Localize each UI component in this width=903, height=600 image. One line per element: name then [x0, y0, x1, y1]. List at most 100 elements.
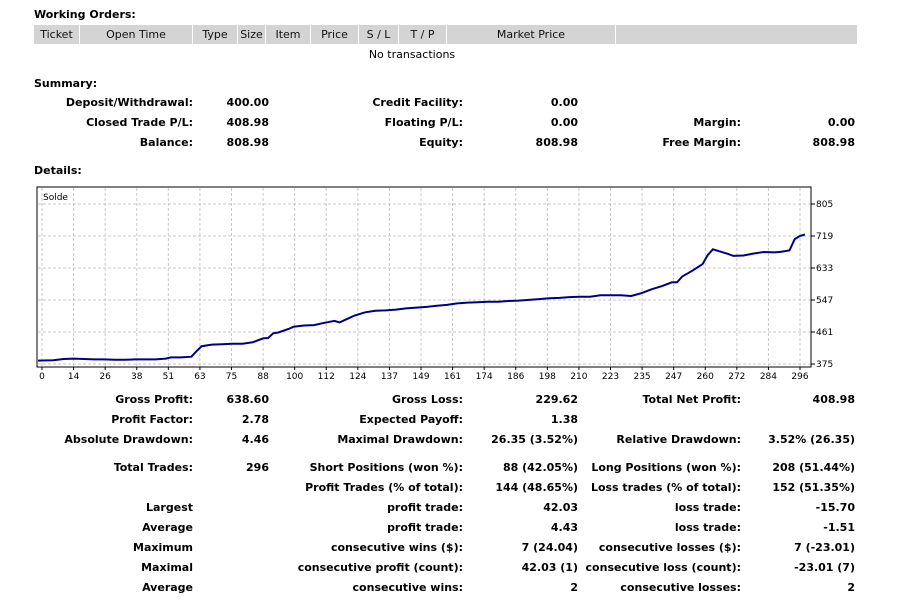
total-net-profit-value: 408.98: [812, 393, 855, 406]
margin-label: Margin:: [693, 116, 741, 129]
x-tick-label: 272: [728, 372, 745, 382]
largest-loss-value: -15.70: [815, 501, 855, 514]
gross-profit-label: Gross Profit:: [115, 393, 193, 406]
x-tick-label: 247: [665, 372, 682, 382]
maximal-consecutive-profit-value: 42.03 (1): [521, 561, 578, 574]
free-margin-label: Free Margin:: [662, 136, 741, 149]
max-consecutive-losses-value: 7 (-23.01): [794, 541, 855, 554]
credit-value: 0.00: [550, 96, 578, 109]
column-header: Item: [266, 25, 311, 44]
x-tick-label: 51: [163, 372, 174, 382]
profit-factor-label: Profit Factor:: [111, 413, 193, 426]
profit-trades-value: 144 (48.65%): [495, 481, 578, 494]
y-tick-label: 461: [816, 328, 833, 338]
x-tick-label: 161: [444, 372, 461, 382]
maximal-label: Maximal: [141, 561, 193, 574]
chart-grid: [38, 188, 810, 366]
column-header: Open Time: [80, 25, 193, 44]
x-tick-label: 0: [39, 372, 45, 382]
x-tick-label: 137: [381, 372, 398, 382]
deposit-label: Deposit/Withdrawal:: [65, 96, 193, 109]
gross-loss-value: 229.62: [535, 393, 578, 406]
maximal-consecutive-loss-value: -23.01 (7): [794, 561, 855, 574]
balance-chart: 805 719 633 547 461 375 0 14 26 38 51 63 75 88 100 112…: [36, 186, 833, 382]
equity-value: 808.98: [535, 136, 578, 149]
short-positions-value: 88 (42.05%): [502, 461, 578, 474]
x-tick-label: 14: [68, 372, 80, 382]
chart-plot-area: [36, 186, 812, 368]
closed-trade-label: Closed Trade P/L:: [86, 116, 193, 129]
largest-profit-label: profit trade:: [387, 501, 463, 514]
x-tick-label: 235: [633, 372, 650, 382]
x-tick-label: 100: [286, 372, 303, 382]
max-consecutive-losses-label: consecutive losses ($):: [598, 541, 741, 554]
column-header: Price: [311, 25, 359, 44]
credit-label: Credit Facility:: [372, 96, 463, 109]
avg-consecutive-wins-label: consecutive wins:: [352, 581, 463, 594]
equity-label: Equity:: [419, 136, 463, 149]
avg-consecutive-wins-value: 2: [570, 581, 578, 594]
max-consecutive-wins-value: 7 (24.04): [521, 541, 578, 554]
avg-consecutive-losses-value: 2: [847, 581, 855, 594]
x-tick-label: 26: [99, 372, 111, 382]
balance-line: [37, 233, 806, 362]
free-margin-value: 808.98: [812, 136, 855, 149]
deposit-value: 400.00: [226, 96, 269, 109]
chart-y-ticks: 805 719 633 547 461 375: [811, 200, 833, 370]
expected-payoff-label: Expected Payoff:: [359, 413, 463, 426]
column-header: Size: [238, 25, 266, 44]
x-tick-label: 210: [570, 372, 587, 382]
average-profit-value: 4.43: [550, 521, 578, 534]
summary-title: Summary:: [34, 77, 98, 90]
x-tick-label: 284: [760, 372, 777, 382]
y-tick-label: 805: [816, 200, 833, 210]
x-tick-label: 124: [349, 372, 366, 382]
column-header: T / P: [399, 25, 447, 44]
maximum-label: Maximum: [133, 541, 193, 554]
x-tick-label: 75: [226, 372, 237, 382]
no-transactions-text: No transactions: [368, 48, 456, 61]
x-tick-label: 198: [539, 372, 556, 382]
floating-value: 0.00: [550, 116, 578, 129]
largest-label: Largest: [146, 501, 193, 514]
x-tick-label: 112: [318, 372, 335, 382]
margin-value: 0.00: [827, 116, 855, 129]
column-header: [616, 25, 858, 44]
short-positions-label: Short Positions (won %):: [309, 461, 463, 474]
loss-trades-label: Loss trades (% of total):: [590, 481, 741, 494]
details-title: Details:: [34, 164, 82, 177]
average-loss-label: loss trade:: [674, 521, 741, 534]
absolute-drawdown-value: 4.46: [241, 433, 269, 446]
y-tick-label: 633: [816, 264, 833, 274]
x-tick-label: 296: [791, 372, 808, 382]
average-profit-label: profit trade:: [387, 521, 463, 534]
profit-trades-label: Profit Trades (% of total):: [305, 481, 463, 494]
total-net-profit-label: Total Net Profit:: [642, 393, 742, 406]
x-tick-label: 260: [697, 372, 714, 382]
total-trades-label: Total Trades:: [113, 461, 193, 474]
expected-payoff-value: 1.38: [550, 413, 578, 426]
maximal-consecutive-profit-label: consecutive profit (count):: [297, 561, 463, 574]
y-tick-label: 547: [816, 296, 833, 306]
x-tick-label: 186: [507, 372, 524, 382]
maximal-drawdown-label: Maximal Drawdown:: [337, 433, 463, 446]
loss-trades-value: 152 (51.35%): [772, 481, 855, 494]
column-header: Type: [193, 25, 238, 44]
x-tick-label: 88: [257, 372, 269, 382]
column-header: S / L: [359, 25, 399, 44]
floating-label: Floating P/L:: [384, 116, 463, 129]
x-tick-label: 38: [131, 372, 143, 382]
chart-legend: Solde: [43, 193, 68, 203]
working-orders-title: Working Orders:: [34, 8, 136, 21]
average-label: Average: [142, 521, 193, 534]
average-consecutive-label: Average: [142, 581, 193, 594]
x-tick-label: 174: [476, 372, 493, 382]
largest-loss-label: loss trade:: [674, 501, 741, 514]
long-positions-value: 208 (51.44%): [772, 461, 855, 474]
relative-drawdown-value: 3.52% (26.35): [768, 433, 855, 446]
chart-x-ticks: 0 14 26 38 51 63 75 88 100 112 124 137 149 161 174 186 1…: [39, 367, 809, 382]
x-tick-label: 149: [412, 372, 429, 382]
total-trades-value: 296: [246, 461, 269, 474]
relative-drawdown-label: Relative Drawdown:: [616, 433, 741, 446]
